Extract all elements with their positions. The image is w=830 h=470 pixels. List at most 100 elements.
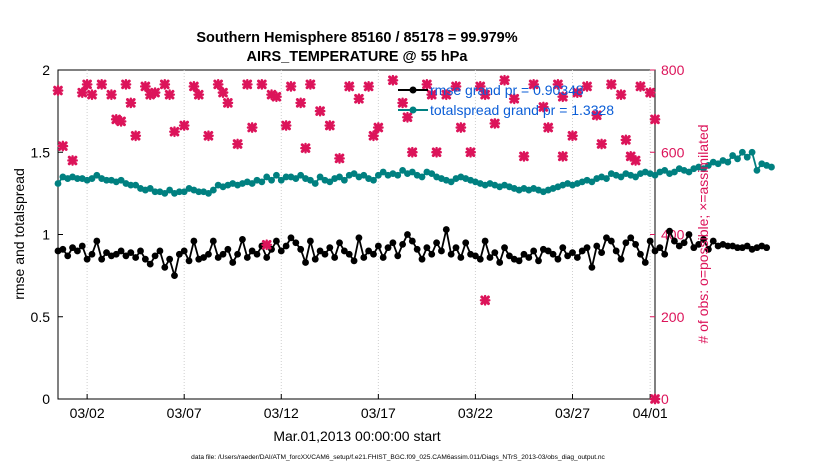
x-tick-label: 03/27: [555, 405, 590, 421]
rmse-point: [205, 250, 212, 258]
rmse-point: [593, 242, 601, 250]
right-y-tick-label: 200: [661, 309, 685, 325]
obs-possible-point: [57, 140, 69, 152]
rmse-point: [224, 245, 232, 253]
rmse-point: [481, 237, 489, 245]
obs-possible-point: [324, 120, 336, 131]
rmse-point: [598, 249, 606, 256]
rmse-point: [302, 259, 309, 266]
rmse-point: [394, 252, 402, 260]
totalspread-point: [374, 171, 382, 179]
rmse-point: [243, 254, 251, 261]
totalspread-point: [205, 189, 212, 197]
rmse-point: [350, 257, 358, 265]
rmse-point: [583, 244, 591, 252]
rmse-point: [573, 254, 581, 261]
rmse-point: [622, 239, 630, 247]
obs-possible-point: [343, 81, 355, 92]
rmse-point: [641, 259, 649, 266]
obs-possible-point: [334, 153, 345, 164]
obs-possible-point: [96, 78, 108, 90]
rmse-point: [248, 247, 256, 255]
obs-possible-point: [406, 146, 418, 158]
totalspread-point: [651, 171, 659, 179]
totalspread-point: [175, 188, 183, 196]
obs-possible-markers: [52, 74, 661, 166]
chart-title: Southern Hemisphere 85160 / 85178 = 99.9…: [196, 30, 517, 46]
obs-assimilated-point: [630, 155, 641, 166]
left-y-tick-label: 1.5: [31, 144, 51, 160]
rmse-point: [734, 244, 741, 252]
totalspread-point: [263, 173, 271, 181]
totalspread-point: [418, 173, 426, 181]
obs-possible-point: [130, 130, 142, 142]
totalspread-point: [724, 158, 732, 166]
rmse-point: [709, 237, 717, 245]
totalspread-point: [704, 162, 712, 169]
totalspread-point: [379, 168, 387, 176]
obs-assimilated-point: [479, 294, 491, 306]
rmse-point: [389, 239, 397, 247]
rmse-point: [151, 252, 159, 260]
totalspread-point: [268, 176, 275, 184]
rmse-point: [98, 255, 106, 263]
totalspread-point: [408, 168, 416, 176]
totalspread-point: [768, 163, 775, 171]
totalspread-point: [685, 168, 693, 176]
rmse-point: [122, 252, 130, 260]
rmse-point: [666, 227, 673, 235]
rmse-point: [675, 242, 683, 250]
obs-possible-point: [508, 93, 520, 105]
totalspread-point: [195, 188, 203, 196]
rmse-point: [229, 259, 237, 266]
obs-possible-point: [528, 78, 540, 90]
rmse-point: [559, 244, 567, 252]
rmse-point: [78, 242, 86, 250]
obs-possible-point: [426, 89, 438, 101]
obs-possible-point: [635, 81, 646, 92]
obs-possible-point: [537, 101, 549, 113]
rmse-point: [234, 250, 241, 258]
rmse-point: [127, 249, 135, 256]
rmse-point: [59, 245, 67, 253]
chart-subtitle: AIRS_TEMPERATURE @ 55 hPa: [247, 49, 469, 65]
rmse-point: [132, 254, 140, 261]
rmse-point: [345, 250, 353, 258]
rmse-point: [452, 244, 460, 252]
obs-possible-point: [397, 97, 409, 109]
rmse-point: [617, 255, 625, 263]
totalspread-point: [743, 153, 751, 161]
rmse-point: [724, 242, 732, 250]
obs-possible-point: [353, 93, 365, 105]
rmse-point: [171, 272, 178, 280]
totalspread-point: [161, 189, 169, 197]
totalspread-point: [103, 176, 110, 184]
rmse-point: [404, 231, 411, 238]
rmse-point: [569, 249, 576, 256]
rmse-point: [637, 250, 644, 258]
left-axis-label: rmse and totalspread: [11, 168, 27, 300]
rmse-point: [297, 245, 305, 253]
rmse-point: [331, 254, 339, 261]
rmse-point: [365, 247, 373, 255]
right-y-tick-label: 0: [661, 391, 669, 407]
x-tick-label: 03/07: [167, 405, 202, 421]
rmse-point: [287, 234, 295, 242]
obs-possible-point: [271, 91, 282, 103]
rmse-point: [578, 247, 586, 255]
obs-possible-point: [169, 126, 180, 138]
plot-area: [57, 69, 656, 400]
rmse-point: [704, 245, 712, 253]
rmse-point: [209, 237, 217, 245]
obs-possible-point: [304, 78, 316, 90]
obs-possible-point: [105, 89, 117, 101]
obs-possible-point: [372, 122, 384, 133]
obs-possible-point: [246, 122, 258, 133]
rmse-point: [117, 247, 125, 255]
obs-possible-point: [620, 134, 632, 146]
rmse-point: [166, 255, 174, 263]
obs-possible-point: [450, 81, 462, 92]
rmse-point: [112, 250, 120, 258]
obs-possible-point: [649, 113, 661, 125]
